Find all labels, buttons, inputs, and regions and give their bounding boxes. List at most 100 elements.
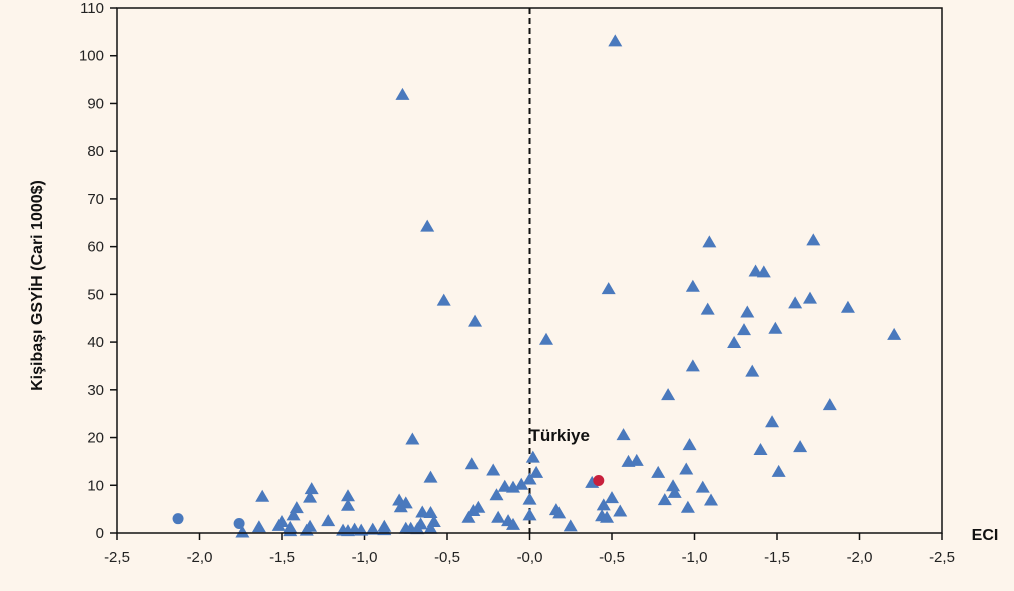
data-point-triangle xyxy=(682,438,697,451)
data-point-triangle xyxy=(423,470,438,483)
y-tick-label: 50 xyxy=(87,286,104,303)
data-point-triangle xyxy=(423,505,438,518)
data-point-triangle xyxy=(685,279,700,292)
data-point-circle xyxy=(172,513,184,525)
data-point-triangle xyxy=(471,500,486,513)
data-point-triangle xyxy=(840,300,855,313)
data-point-triangle xyxy=(464,457,479,470)
data-point-triangle xyxy=(398,496,413,509)
x-tick-label: -0,5 xyxy=(599,549,625,566)
data-point-triangle xyxy=(700,302,715,315)
data-point-triangle xyxy=(704,493,718,506)
x-tick-label: -1,0 xyxy=(682,549,708,566)
data-point-triangle xyxy=(601,282,616,295)
annotation-turkiye: Türkiye xyxy=(530,426,590,445)
x-axis-title: ECI xyxy=(972,527,999,544)
data-point-triangle xyxy=(506,517,520,530)
data-point-triangle xyxy=(822,398,837,411)
data-point-triangle xyxy=(522,472,537,485)
data-point-triangle xyxy=(251,520,266,533)
plot-frame xyxy=(116,7,943,534)
data-point-triangle xyxy=(771,464,786,477)
data-point-triangle xyxy=(695,480,710,493)
x-tick-label: -2,0 xyxy=(847,549,873,566)
data-point-triangle xyxy=(768,321,783,334)
data-point-triangle xyxy=(685,359,700,372)
data-point-circle xyxy=(233,517,245,529)
x-tick-label: -0,5 xyxy=(434,549,460,566)
y-tick-label: 110 xyxy=(80,0,104,17)
data-point-triangle xyxy=(377,523,392,536)
data-point-triangle xyxy=(491,510,506,523)
data-point-triangle xyxy=(365,522,380,535)
data-point-triangle xyxy=(525,450,540,463)
data-point-triangle xyxy=(657,493,672,506)
data-point-triangle xyxy=(468,314,483,327)
data-point-turkiye xyxy=(593,475,605,486)
data-point-triangle xyxy=(788,296,803,309)
data-point-triangle xyxy=(661,388,676,401)
data-point-triangle xyxy=(887,327,902,340)
y-axis-ticks: 0 10 20 30 40 50 60 70 80 90 100 110 xyxy=(79,0,117,542)
data-point-triangle xyxy=(321,514,336,527)
y-tick-label: 0 xyxy=(96,525,104,542)
data-point-triangle xyxy=(563,519,578,532)
data-point-triangle xyxy=(596,498,611,511)
data-point-triangle xyxy=(489,488,504,501)
x-tick-label: -2,5 xyxy=(929,549,955,566)
x-tick-label: -1,5 xyxy=(764,549,790,566)
data-point-triangle xyxy=(522,492,537,505)
data-point-triangle xyxy=(436,293,451,306)
data-point-triangle xyxy=(529,465,544,478)
data-point-triangle xyxy=(461,510,476,523)
y-tick-label: 10 xyxy=(87,477,104,494)
x-tick-label: -1,5 xyxy=(269,549,295,566)
data-point-triangle xyxy=(740,305,755,318)
data-point-triangle xyxy=(679,462,694,475)
data-point-triangle xyxy=(748,264,763,277)
data-point-triangle xyxy=(737,323,751,336)
data-point-triangle xyxy=(497,479,512,492)
data-point-triangle xyxy=(629,453,644,466)
data-point-triangle xyxy=(405,432,420,445)
y-tick-label: 80 xyxy=(87,143,104,160)
data-point-triangle xyxy=(605,491,619,504)
y-tick-label: 70 xyxy=(87,191,104,208)
x-tick-label: -2,5 xyxy=(104,549,130,566)
y-tick-label: 30 xyxy=(87,382,104,399)
y-tick-label: 20 xyxy=(87,430,104,447)
data-point-triangle xyxy=(286,508,301,521)
data-point-triangle xyxy=(235,525,250,538)
data-point-triangle xyxy=(745,364,760,377)
y-tick-label: 40 xyxy=(87,334,104,351)
x-tick-label: -0,0 xyxy=(517,549,543,566)
data-point-triangle xyxy=(651,465,666,478)
data-point-triangle xyxy=(793,440,808,453)
data-point-triangle xyxy=(539,332,553,345)
data-point-triangle xyxy=(667,485,682,498)
data-point-triangle xyxy=(341,489,355,502)
data-point-triangle xyxy=(423,521,438,534)
data-point-triangle xyxy=(255,489,270,502)
x-tick-label: -2,0 xyxy=(187,549,213,566)
data-point-triangle xyxy=(666,479,681,492)
data-point-triangle xyxy=(765,415,780,428)
data-point-triangle xyxy=(616,428,631,441)
y-axis-title: Kişibaşı GSYİH (Cari 1000$) xyxy=(28,180,46,391)
y-tick-label: 60 xyxy=(87,239,104,256)
x-tick-label: -1,0 xyxy=(352,549,378,566)
data-point-triangle xyxy=(548,503,563,516)
data-point-triangle xyxy=(303,490,318,503)
data-point-triangle xyxy=(600,510,615,523)
data-point-triangle xyxy=(514,477,529,490)
data-point-triangle xyxy=(753,442,768,455)
data-point-triangle xyxy=(271,518,286,531)
x-axis-ticks: -2,5 -2,0 -1,5 -1,0 -0,5 -0,0 -0,5 -1,0 -1,5 -2,0… xyxy=(104,533,955,566)
data-point-triangle xyxy=(702,235,717,248)
data-point-triangle xyxy=(680,500,695,513)
data-point-triangle xyxy=(613,504,628,517)
data-point-triangle xyxy=(486,463,501,476)
data-point-triangle xyxy=(304,482,319,495)
data-point-triangle xyxy=(806,233,821,246)
